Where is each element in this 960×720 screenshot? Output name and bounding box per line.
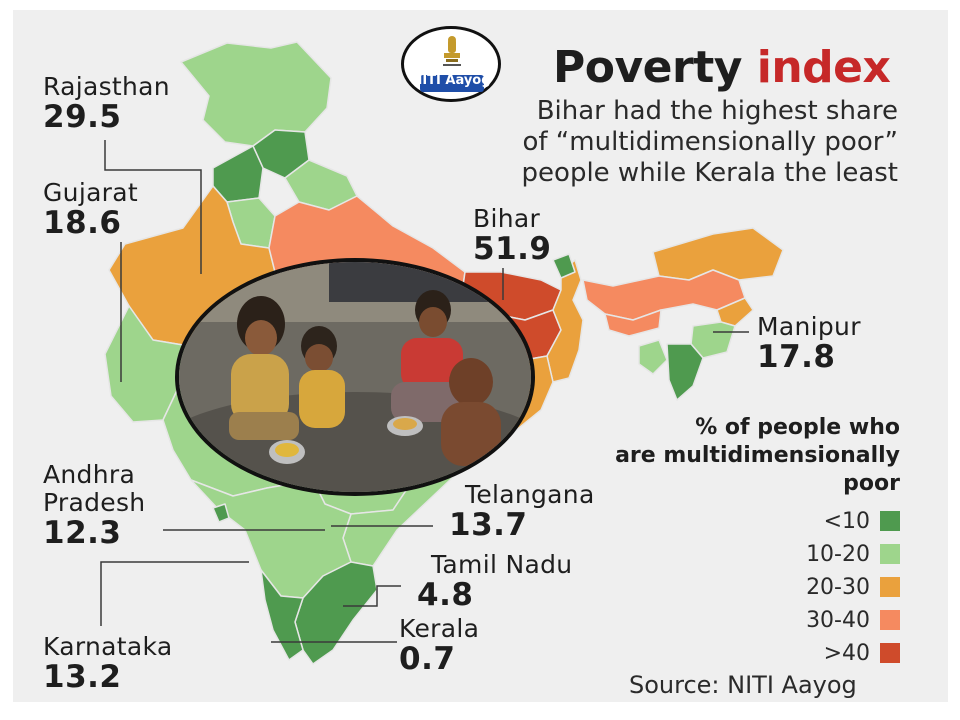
- label-bihar-name: Bihar: [473, 204, 541, 233]
- infographic-panel: Poverty index Bihar had the highest shar…: [13, 10, 948, 702]
- emblem-icon: [443, 36, 461, 66]
- subtitle-line-1: Bihar had the highest share: [536, 96, 898, 126]
- source-credit: Source: NITI Aayog: [629, 671, 857, 699]
- region-sikkim: [552, 253, 576, 279]
- legend-label: 20-30: [806, 574, 870, 600]
- subtitle-line-3: people while Kerala the least: [521, 158, 898, 188]
- legend-swatch: [880, 544, 900, 564]
- label-tamilnadu-value: 4.8: [417, 577, 474, 613]
- region-goa: [212, 503, 230, 523]
- legend-item-10-20: 10-20: [806, 541, 900, 567]
- region-jammu-kashmir: [180, 41, 332, 147]
- region-west-bengal: [546, 259, 584, 383]
- region-tripura: [638, 339, 668, 375]
- legend-item-20-30: 20-30: [806, 574, 900, 600]
- label-kerala-name: Kerala: [399, 614, 480, 643]
- legend-title-line-3: poor: [843, 471, 900, 496]
- legend-label: >40: [823, 640, 870, 666]
- niti-aayog-logo: NITI Aayog: [401, 26, 501, 102]
- legend-label: 30-40: [806, 607, 870, 633]
- label-manipur-value: 17.8: [757, 339, 836, 375]
- children-eating-photo: [175, 258, 535, 496]
- page-title: Poverty index: [553, 42, 891, 93]
- label-rajasthan-name: Rajasthan: [43, 72, 170, 101]
- label-gujarat-value: 18.6: [43, 205, 122, 241]
- label-karnataka-value: 13.2: [43, 659, 122, 695]
- leader-karnataka: [100, 561, 249, 626]
- legend-label: <10: [823, 508, 870, 534]
- label-manipur-name: Manipur: [757, 312, 861, 341]
- legend-swatch: [880, 511, 900, 531]
- legend-swatch: [880, 643, 900, 663]
- logo-text: NITI Aayog: [411, 73, 491, 88]
- region-mizoram: [666, 343, 704, 401]
- label-tamilnadu-name: Tamil Nadu: [431, 550, 573, 579]
- label-rajasthan-value: 29.5: [43, 99, 122, 135]
- label-andhra-name-1: Andhra: [43, 460, 136, 489]
- legend-swatch: [880, 577, 900, 597]
- leader-tamilnadu: [343, 585, 401, 607]
- leader-rajasthan: [104, 140, 202, 274]
- region-kerala: [260, 569, 304, 661]
- legend-title-line-2: are multidimensionally: [615, 443, 900, 468]
- label-bihar-value: 51.9: [473, 231, 552, 267]
- title-highlight: index: [756, 42, 891, 93]
- region-nagaland: [716, 297, 754, 327]
- label-andhra-value: 12.3: [43, 515, 122, 551]
- label-andhra-name-2: Pradesh: [43, 488, 146, 517]
- legend-label: 10-20: [806, 541, 870, 567]
- label-gujarat-name: Gujarat: [43, 178, 138, 207]
- label-karnataka-name: Karnataka: [43, 632, 173, 661]
- legend-item-gt40: >40: [824, 640, 900, 666]
- region-meghalaya: [604, 309, 662, 337]
- legend-title-line-1: % of people who: [695, 415, 900, 440]
- subtitle-line-2: of “multidimensionally poor”: [522, 127, 898, 157]
- legend-swatch: [880, 610, 900, 630]
- label-telangana-value: 13.7: [449, 507, 528, 543]
- legend-item-30-40: 30-40: [806, 607, 900, 633]
- label-kerala-value: 0.7: [399, 641, 456, 677]
- legend-item-lt10: <10: [824, 508, 900, 534]
- label-telangana-name: Telangana: [465, 480, 595, 509]
